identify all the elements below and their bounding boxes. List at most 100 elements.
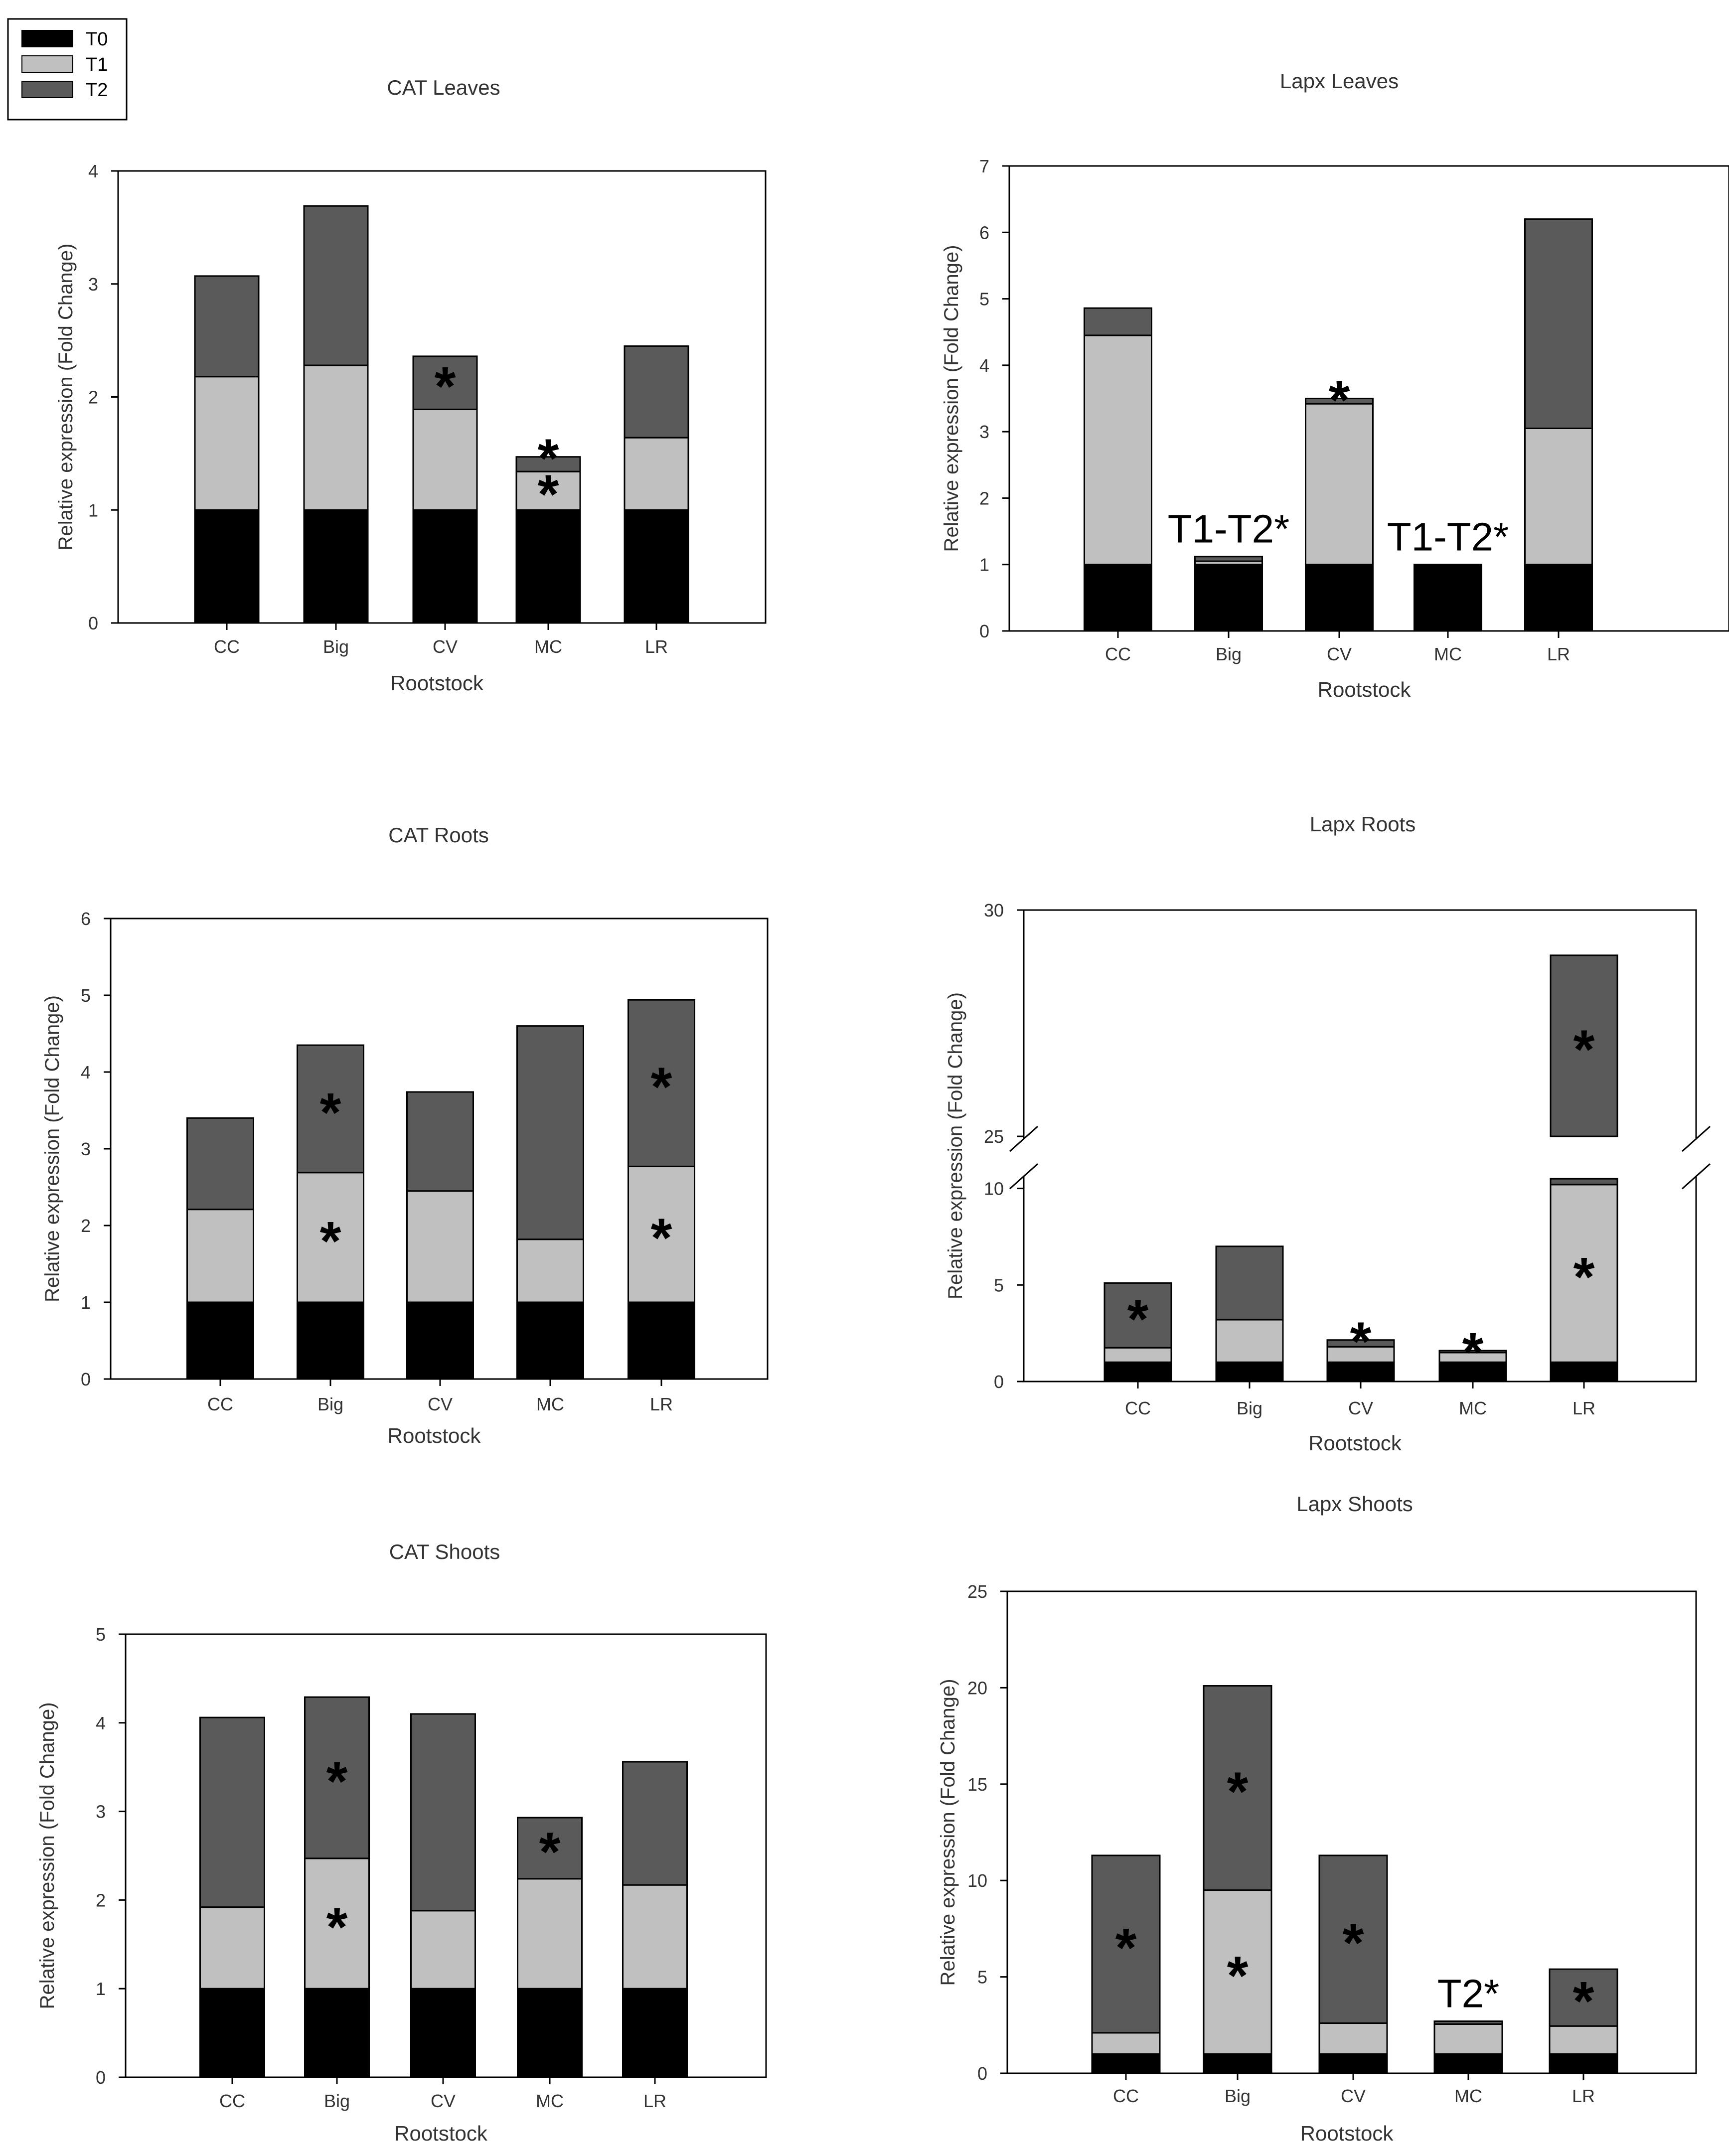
- bar-t2-cv: [1326, 1339, 1395, 1348]
- x-tick-label: CC: [1125, 1398, 1151, 1418]
- bar-t0-lr: [622, 1988, 688, 2078]
- bar-t2-big: [1194, 556, 1263, 562]
- x-tick-label: LR: [1547, 644, 1570, 664]
- y-tick-label: 20: [967, 1678, 987, 1698]
- bar-t1-cc: [199, 1906, 265, 1990]
- bar-t0-mc: [1414, 564, 1482, 632]
- significance-star: *: [1573, 1971, 1594, 2032]
- x-tick-label: Big: [323, 636, 349, 657]
- chart-0: 0 1 2 3 4 CAT Leaves Rootstock Relative express…: [55, 76, 767, 695]
- y-tick-label: 3: [81, 1139, 91, 1159]
- bar-t1-cc: [1084, 334, 1152, 566]
- bar-t2-mc: [1438, 1350, 1507, 1354]
- y-axis-label: Relative expression (Fold Change): [41, 995, 63, 1302]
- bar-t1-lr: [1549, 2025, 1618, 2055]
- significance-label: T1-T2*: [1387, 515, 1509, 559]
- significance-label: T2*: [1437, 1972, 1500, 2016]
- legend: T0 T1 T2: [7, 18, 128, 121]
- x-axis-label: Rootstock: [390, 671, 484, 695]
- axis-break-gap: [1009, 1138, 1711, 1177]
- bar-t1-big: [297, 1172, 364, 1303]
- bar-t2-cc: [1084, 307, 1152, 336]
- y-tick-label: 6: [81, 909, 91, 929]
- bar-t2-cv: [406, 1091, 474, 1192]
- significance-star: *: [1227, 1945, 1249, 2006]
- y-tick-label: 7: [979, 156, 989, 176]
- legend-label-t1: T1: [86, 54, 108, 75]
- bar-t1-cv: [406, 1190, 474, 1303]
- legend-label-t2: T2: [86, 80, 108, 101]
- bar-t1-cv: [410, 1910, 476, 1990]
- chart-2: 0 1 2 3 4 5 6 CAT Roots Rootstock Relative expres…: [41, 823, 769, 1447]
- bar-t2-cc: [194, 275, 260, 378]
- bar-t2-lr: [1549, 1968, 1618, 2027]
- bar-t2-cc: [186, 1117, 254, 1211]
- x-tick-label: Big: [1237, 1398, 1262, 1418]
- bar-t0-big: [1215, 1361, 1284, 1383]
- chart-title: CAT Roots: [388, 823, 489, 847]
- y-tick-label: 2: [88, 387, 98, 408]
- bar-t2-cv: [1318, 1854, 1388, 2024]
- bar-t0-mc: [516, 1301, 584, 1380]
- x-axis-label: Rootstock: [1318, 678, 1412, 701]
- bar-t0-mc: [517, 1988, 583, 2078]
- significance-star: *: [651, 1056, 672, 1117]
- x-tick-label: CV: [433, 636, 458, 657]
- legend-swatch-t2: [21, 81, 73, 98]
- y-tick-label: 5: [979, 289, 989, 309]
- chart-3: 0 5 10 25 30 Lapx Roots Rootstock Relative expr…: [944, 812, 1711, 1455]
- legend-swatch-t1: [21, 55, 73, 73]
- x-tick-label: MC: [536, 2091, 564, 2111]
- legend-label-t0: T0: [86, 29, 108, 50]
- x-tick-label: CC: [1113, 2086, 1139, 2106]
- x-tick-label: LR: [643, 2091, 666, 2111]
- bar-t2-big: [303, 205, 369, 366]
- x-tick-label: MC: [1434, 644, 1462, 664]
- bar-t2-mc: [517, 1817, 583, 1880]
- significance-star: *: [539, 1821, 561, 1882]
- y-axis-label: Relative expression (Fold Change): [944, 992, 966, 1299]
- y-tick-label: 3: [96, 1802, 106, 1822]
- x-tick-label: CC: [219, 2091, 245, 2111]
- y-tick-label: 5: [977, 1967, 987, 1988]
- axis-break-mark: [1009, 1125, 1038, 1152]
- x-tick-label: MC: [1454, 2086, 1482, 2106]
- significance-star: *: [1573, 1019, 1595, 1080]
- bar-t0-big: [1203, 2053, 1272, 2074]
- x-tick-label: CC: [1105, 644, 1131, 664]
- bar-t2-cc: [1103, 1282, 1172, 1349]
- chart-title: CAT Leaves: [387, 76, 500, 99]
- bar-t0-mc: [515, 509, 581, 624]
- significance-star: *: [1573, 1246, 1595, 1308]
- bar-t1-mc: [517, 1878, 583, 1990]
- bar-t2-lr: [1550, 954, 1618, 1137]
- bar-t1-lr: [1524, 427, 1593, 566]
- y-tick-label: 2: [979, 488, 989, 508]
- x-tick-label: MC: [1459, 1398, 1487, 1418]
- bar-t1-cv: [1305, 403, 1374, 566]
- bar-t1-mc: [1433, 2023, 1503, 2055]
- bar-t0-big: [304, 1988, 370, 2078]
- y-tick-label: 10: [967, 1870, 987, 1891]
- significance-star: *: [320, 1082, 341, 1143]
- y-tick-label: 3: [979, 422, 989, 442]
- bar-t2-lr: [1524, 218, 1593, 429]
- x-tick-label: CC: [214, 636, 240, 657]
- x-tick-label: LR: [1572, 1398, 1595, 1418]
- bar-t2-mc: [1433, 2020, 1503, 2025]
- significance-star: *: [1115, 1917, 1137, 1979]
- bar-t0-lr: [624, 509, 689, 624]
- chart-title: Lapx Roots: [1310, 812, 1415, 836]
- bar-t1-lr: [1550, 1184, 1618, 1363]
- y-tick-label: 4: [88, 161, 98, 181]
- significance-star: *: [435, 356, 456, 417]
- bar-t1-cc: [186, 1209, 254, 1303]
- bar-t2-cv: [410, 1713, 476, 1912]
- bar-t1-lr: [624, 437, 689, 511]
- x-tick-label: LR: [1572, 2086, 1595, 2106]
- bar-t2-cc: [199, 1716, 265, 1908]
- y-tick-label: 6: [979, 222, 989, 243]
- bar-t0-cv: [412, 509, 478, 624]
- y-tick-label: 0: [994, 1372, 1004, 1392]
